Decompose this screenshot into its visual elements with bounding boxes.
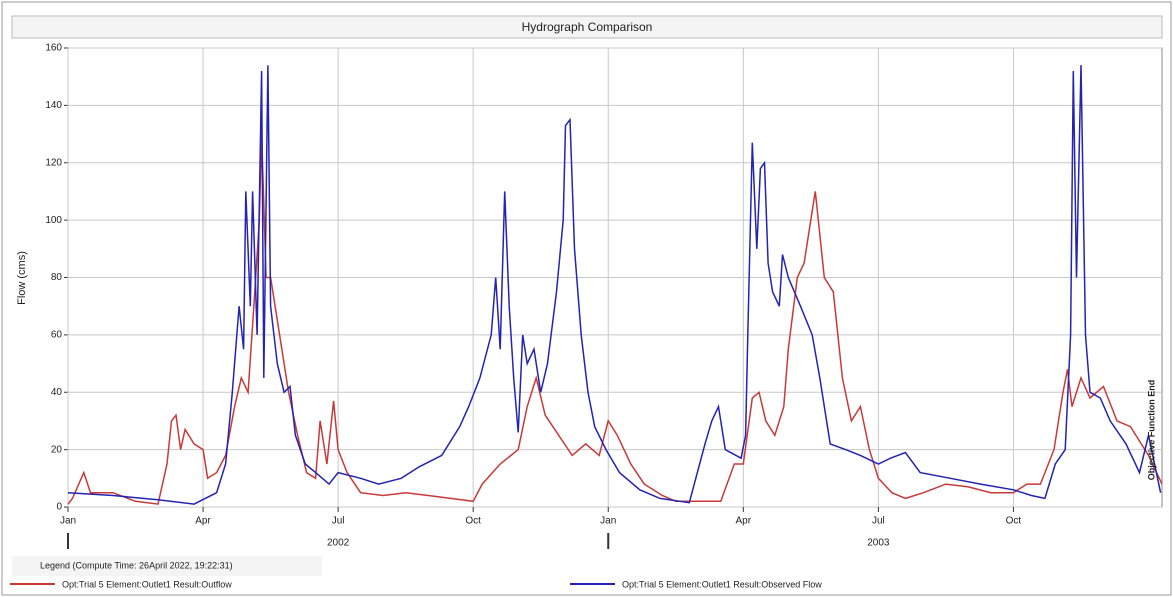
y-tick-label: 140 <box>45 100 62 111</box>
y-tick-label: 100 <box>45 215 62 226</box>
y-tick-label: 20 <box>51 444 63 455</box>
legend-title-box <box>12 556 322 576</box>
x-tick-label: Jul <box>332 516 345 527</box>
y-tick-label: 80 <box>51 272 63 283</box>
x-tick-label: Oct <box>465 516 481 527</box>
y-tick-label: 60 <box>51 330 63 341</box>
x-tick-label: Oct <box>1006 516 1022 527</box>
legend-label: Opt:Trial 5 Element:Outlet1 Result:Outfl… <box>62 579 232 589</box>
y-tick-label: 40 <box>51 387 63 398</box>
x-tick-label: Apr <box>736 516 752 527</box>
series-line <box>67 65 1162 505</box>
year-label: 2002 <box>327 538 350 549</box>
y-tick-label: 120 <box>45 157 62 168</box>
x-tick-label: Jan <box>60 516 76 527</box>
legend-label: Opt:Trial 5 Element:Outlet1 Result:Obser… <box>622 579 822 589</box>
x-tick-label: Jul <box>872 516 885 527</box>
title-box <box>11 15 1163 39</box>
year-label: 2003 <box>867 538 890 549</box>
y-axis-label: Flow (cms) <box>16 251 28 305</box>
y-tick-label: 160 <box>45 43 62 54</box>
y-tick-label: 0 <box>56 502 62 513</box>
x-tick-label: Apr <box>195 516 211 527</box>
chart-title: Hydrograph Comparison <box>522 20 653 34</box>
x-tick-label: Jan <box>600 516 616 527</box>
annotation: Objective Function End <box>1146 380 1156 481</box>
legend-title: Legend (Compute Time: 26April 2022, 19:2… <box>40 560 233 570</box>
